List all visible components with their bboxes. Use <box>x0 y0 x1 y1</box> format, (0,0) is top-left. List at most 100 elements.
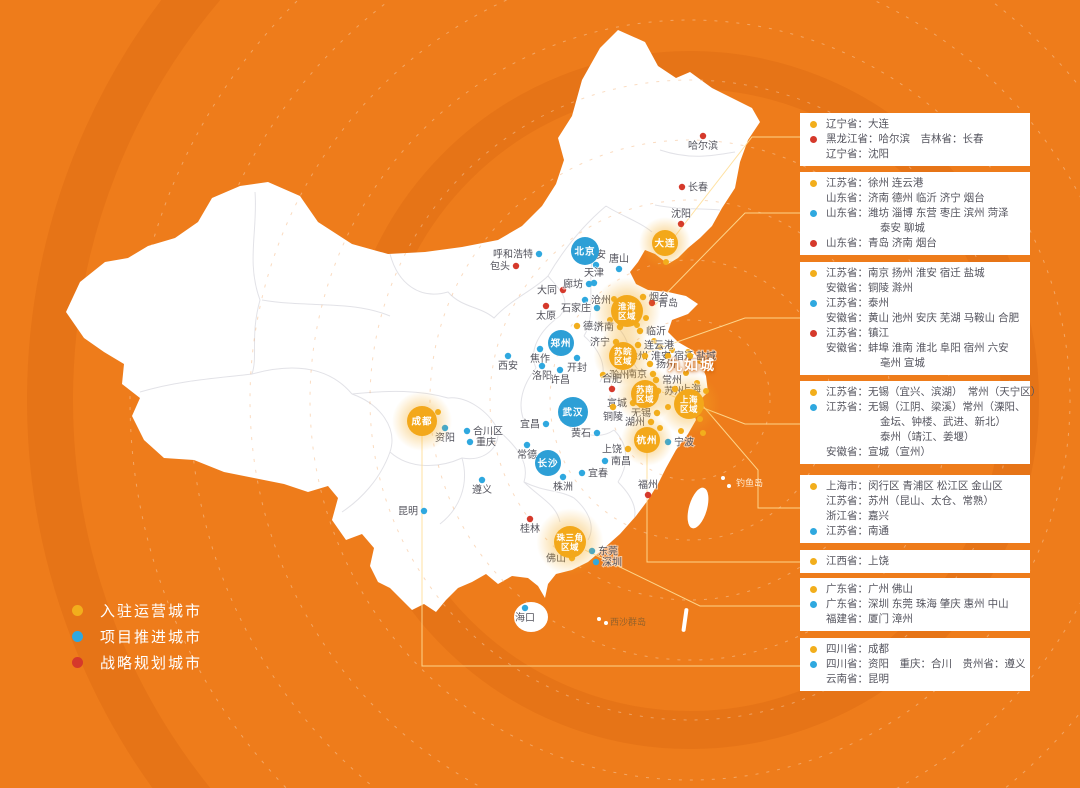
advancing-dot-icon <box>810 210 817 217</box>
city-dot-operating <box>651 338 657 344</box>
city-markers: 哈尔滨长春沈阳呼和浩特包头大同太原雄安唐山天津廊坊沧州石家庄烟台青岛德州济南济宁… <box>392 132 763 627</box>
hub-label: 大连 <box>654 238 675 250</box>
legend-label: 项目推进城市 <box>100 628 203 646</box>
city-label: 铜陵 <box>603 411 623 423</box>
strategic-dot-icon <box>72 656 83 668</box>
city-label: 福州 <box>638 478 658 491</box>
city-label: 洛阳 <box>532 369 552 382</box>
city-dot-operating <box>573 322 581 330</box>
city-dot-advancing <box>592 261 600 269</box>
info-row: 上海市：闵行区 青浦区 松江区 金山区 <box>808 479 1024 494</box>
info-row: 云南省：昆明 <box>808 672 1024 687</box>
region-label: 区域 <box>561 542 579 552</box>
city-label: 唐山 <box>609 252 629 265</box>
island-label: 西沙群岛 <box>610 616 646 627</box>
operating-dot-icon <box>72 604 83 616</box>
info-row: 山东省：潍坊 淄博 东营 枣庄 滨州 菏泽 <box>808 206 1024 221</box>
info-box-suwan: 江苏省：南京 扬州 淮安 宿迁 盐城 安徽省：铜陵 滁州 江苏省：泰州 安徽省：黄山 … <box>800 262 1030 375</box>
city-dot-advancing <box>463 427 471 435</box>
island-dot <box>604 621 608 625</box>
city-label: 合川区 <box>473 425 503 438</box>
connector-shanghai <box>702 405 800 509</box>
legend-label: 战略规划城市 <box>100 654 203 672</box>
city-label: 遵义 <box>472 483 492 496</box>
city-dot-advancing <box>478 476 486 484</box>
region-label: 苏皖 <box>614 347 632 357</box>
info-row: 江苏省：泰州 <box>808 296 1024 311</box>
city-dot-strategic <box>542 302 550 310</box>
city-label: 开封 <box>567 361 587 374</box>
info-text: 江苏省：泰州 <box>826 297 889 309</box>
hub-circle-blue <box>535 450 561 476</box>
hub-circle-blue <box>558 397 588 427</box>
city-label: 常德 <box>517 448 537 461</box>
city-label: 天津 <box>584 267 604 279</box>
info-row: 安徽省：宣城（宣州） <box>808 445 1024 460</box>
info-row: 江苏省：南京 扬州 淮安 宿迁 盐城 <box>808 266 1024 281</box>
info-row: 亳州 宣城 <box>808 356 1024 371</box>
city-dot-advancing <box>593 429 601 437</box>
operating-dot-icon <box>810 180 817 187</box>
info-text: 江西省：上饶 <box>826 555 889 567</box>
info-row: 山东省：青岛 济南 烟台 <box>808 236 1024 251</box>
city-label: 昆明 <box>398 506 418 518</box>
city-dot-advancing <box>538 362 546 370</box>
connector-jiangxi <box>646 452 800 563</box>
strategic-dot-icon <box>810 330 817 337</box>
city-dot-advancing <box>578 469 586 477</box>
sea-dash <box>681 608 689 632</box>
info-row: 四川省：资阳 重庆：合川 贵州省：遵义 <box>808 657 1026 672</box>
operating-dot-icon <box>810 483 817 490</box>
info-text: 山东省：济南 德州 临沂 济宁 烟台 <box>826 192 985 204</box>
info-text: 广东省：深圳 东莞 珠海 肇庆 惠州 中山 <box>826 598 1009 610</box>
island-dot <box>721 476 725 480</box>
city-dot-advancing <box>521 604 529 612</box>
city-label: 长春 <box>688 182 708 194</box>
city-label: 海口 <box>515 611 535 624</box>
info-text: 亳州 宣城 <box>880 357 925 369</box>
city-dot-advancing <box>542 420 550 428</box>
hub-circle-yellow <box>407 406 437 436</box>
info-text: 浙江省：嘉兴 <box>826 510 889 522</box>
legend-item-advancing: 项目推进城市 <box>72 623 202 649</box>
info-row: 金坛、钟楼、武进、新北） <box>808 415 1024 430</box>
city-dot-advancing <box>504 352 512 360</box>
city-dot-advancing <box>590 279 598 287</box>
info-text: 广东省：广州 佛山 <box>826 583 913 595</box>
city-label: 黄石 <box>571 427 591 440</box>
connector-guangdong <box>584 549 800 607</box>
advancing-dot-icon <box>810 300 817 307</box>
city-dot-advancing <box>585 280 593 288</box>
city-label: 宜春 <box>588 467 608 480</box>
info-text: 辽宁省：沈阳 <box>826 148 889 160</box>
info-text: 江苏省：南通 <box>826 525 889 537</box>
region-label: 区域 <box>614 356 632 366</box>
connector-shandong <box>654 212 800 306</box>
info-row: 辽宁省：沈阳 <box>808 147 1024 162</box>
city-dot-operating <box>609 403 617 411</box>
info-row: 黑龙江省：哈尔滨 吉林省：长春 <box>808 132 1024 147</box>
info-row: 江苏省：无锡（江阴、梁溪）常州（溧阳、 <box>808 400 1026 415</box>
city-label: 西安 <box>498 359 518 372</box>
city-label: 包头 <box>490 260 510 273</box>
info-row: 广东省：广州 佛山 <box>808 582 1024 597</box>
city-label: 宜昌 <box>520 418 540 431</box>
city-label: 上饶 <box>602 443 622 456</box>
island-dot <box>597 617 601 621</box>
region-label: 苏南 <box>636 385 654 395</box>
city-label: 沈阳 <box>671 207 691 220</box>
hub-label: 长沙 <box>537 458 558 470</box>
city-dot-strategic <box>678 183 686 191</box>
info-row: 江苏省：徐州 连云港 <box>808 176 1024 191</box>
legend-item-operating: 入驻运营城市 <box>72 597 202 623</box>
region-label: 上海 <box>680 395 698 405</box>
city-dot-operating <box>669 347 675 353</box>
info-box-jiangxi: 江西省：上饶 <box>800 550 1030 573</box>
hub-circle-yellow <box>634 427 660 453</box>
connector-dongbei <box>671 136 800 241</box>
island-label: 钓鱼岛 <box>736 477 763 488</box>
city-label: 深圳 <box>602 557 622 569</box>
info-row: 广东省：深圳 东莞 珠海 肇庆 惠州 中山 <box>808 597 1024 612</box>
info-row: 四川省：成都 <box>808 642 1024 657</box>
city-dot-operating <box>664 352 672 360</box>
